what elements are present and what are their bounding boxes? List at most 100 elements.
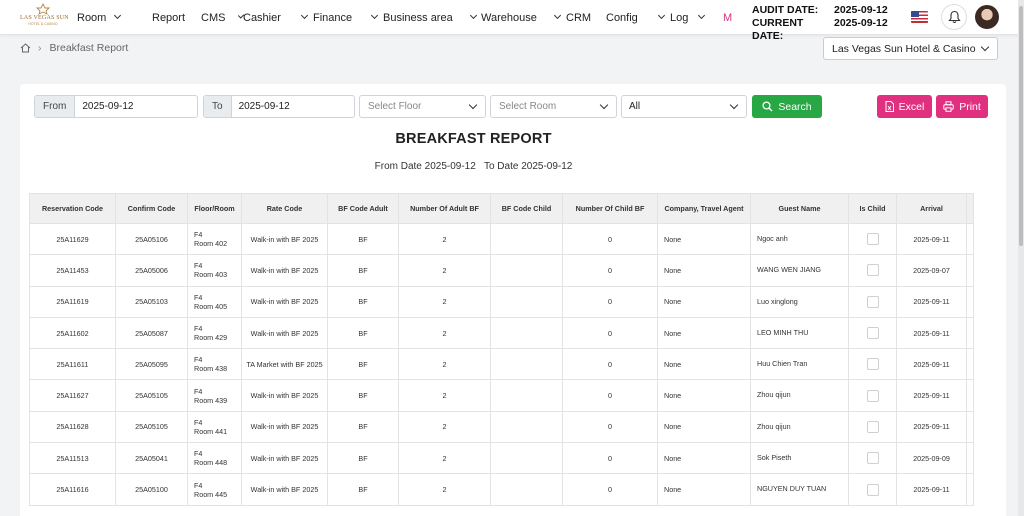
menu-cms-label: CMS	[201, 11, 226, 24]
from-date-value: 2025-09-12	[82, 101, 134, 112]
table-row[interactable]: 25A11629 25A05106 F4 Room 402 Walk-in with B…	[29, 222, 974, 256]
excel-button[interactable]: Excel	[877, 95, 932, 118]
table-body: 25A11629 25A05106 F4 Room 402 Walk-in with B…	[29, 222, 974, 506]
status-select[interactable]: All	[621, 95, 747, 118]
room-text: Room 402	[194, 239, 228, 249]
menu-cashier[interactable]: Cashier	[243, 12, 313, 24]
column-header[interactable]: BF Code Adult	[327, 193, 399, 224]
floor-room-cell: F4 Room 448	[187, 442, 242, 475]
reservation-code-cell: 25A11627	[29, 379, 116, 412]
printer-icon	[943, 101, 954, 112]
is-child-checkbox[interactable]	[866, 233, 879, 246]
column-header[interactable]: Reservation Code	[29, 193, 116, 224]
is-child-checkbox[interactable]	[866, 389, 879, 402]
num-child-bf-cell: 0	[562, 285, 658, 318]
company-cell: None	[657, 316, 751, 350]
menu-report[interactable]: Report	[152, 12, 186, 24]
to-date-field[interactable]: To 2025-09-12	[203, 95, 355, 118]
num-adult-bf-cell: 2	[398, 348, 491, 381]
menu-business-label: Business area	[383, 11, 453, 24]
file-excel-icon	[885, 101, 894, 112]
menu-config[interactable]: Config	[606, 12, 670, 24]
guest-name-cell: Luo xinglong	[750, 285, 849, 318]
row-spacer	[966, 222, 974, 256]
table-row[interactable]: 25A11602 25A05087 F4 Room 429 Walk-in with B…	[29, 316, 974, 350]
floor-room-cell: F4 Room 438	[187, 348, 242, 381]
is-child-checkbox[interactable]	[866, 420, 879, 433]
table-row[interactable]: 25A11627 25A05105 F4 Room 439 Walk-in with B…	[29, 379, 974, 412]
is-child-checkbox[interactable]	[866, 295, 879, 308]
column-header[interactable]: Floor/Room	[187, 193, 242, 224]
scrollbar-thumb[interactable]	[1019, 6, 1023, 246]
us-flag-icon[interactable]	[911, 11, 928, 23]
chevron-down-icon	[300, 11, 309, 20]
column-header[interactable]: Rate Code	[241, 193, 328, 224]
column-header[interactable]: Number Of Child BF	[562, 193, 658, 224]
hotel-select[interactable]: Las Vegas Sun Hotel & Casino	[823, 37, 998, 60]
floor-room-cell: F4 Room 405	[187, 285, 242, 318]
menu-log[interactable]: Log	[670, 12, 723, 24]
to-label: To	[204, 96, 232, 117]
column-header[interactable]: Confirm Code	[115, 193, 188, 224]
audit-date-label: AUDIT DATE:	[752, 4, 819, 16]
search-button[interactable]: Search	[752, 95, 822, 118]
confirm-code-cell: 25A05087	[115, 316, 188, 350]
company-cell: None	[657, 285, 751, 318]
table-row[interactable]: 25A11453 25A05006 F4 Room 403 Walk-in with B…	[29, 254, 974, 287]
is-child-cell	[848, 285, 897, 318]
table-row[interactable]: 25A11611 25A05095 F4 Room 438 TA Market with…	[29, 348, 974, 381]
menu-crm[interactable]: CRM	[566, 12, 606, 24]
table-row[interactable]: 25A11616 25A05100 F4 Room 445 Walk-in with B…	[29, 473, 974, 506]
is-child-checkbox[interactable]	[866, 452, 879, 465]
column-header[interactable]: Number Of Adult BF	[398, 193, 491, 224]
guest-name-cell: Zhou qijun	[750, 379, 849, 412]
notification-button[interactable]	[941, 4, 967, 30]
guest-name-cell: Zhou qijun	[750, 410, 849, 444]
menu-more[interactable]: M	[723, 12, 743, 24]
breakfast-table-container[interactable]: Reservation Code Confirm Code Floor/Room…	[29, 193, 989, 516]
menu-room[interactable]: Room	[77, 12, 152, 24]
company-cell: None	[657, 473, 751, 506]
column-header[interactable]: Company, Travel Agent	[657, 193, 751, 224]
is-child-checkbox[interactable]	[866, 327, 879, 340]
room-text: Room 441	[194, 426, 228, 436]
print-button[interactable]: Print	[936, 95, 988, 118]
guest-name-cell: Sok Piseth	[750, 442, 849, 475]
menu-cms[interactable]: CMS	[186, 11, 245, 24]
floor-text: F4	[194, 449, 203, 459]
chevron-down-icon	[370, 11, 379, 20]
column-header[interactable]: Guest Name	[750, 193, 849, 224]
current-date-value: 2025-09-12	[834, 17, 888, 29]
confirm-code-cell: 25A05095	[115, 348, 188, 381]
hotel-logo[interactable]: LAS VEGAS SUN HOTEL & CASINO	[20, 3, 69, 31]
is-child-cell	[848, 410, 897, 444]
guest-name-cell: WANG WEN JIANG	[750, 254, 849, 287]
arrival-cell: 2025-09-11	[896, 410, 967, 444]
user-avatar[interactable]	[975, 5, 999, 29]
logo-name: LAS VEGAS SUN	[20, 15, 69, 21]
floor-select[interactable]: Select Floor	[359, 95, 486, 118]
menu-warehouse-label: Warehouse	[481, 11, 537, 24]
table-row[interactable]: 25A11628 25A05105 F4 Room 441 Walk-in with B…	[29, 410, 974, 444]
rate-code-cell: Walk-in with BF 2025	[241, 316, 328, 350]
page-scrollbar[interactable]	[1018, 0, 1024, 516]
is-child-checkbox[interactable]	[866, 358, 879, 371]
home-icon[interactable]	[20, 43, 31, 53]
menu-business-area[interactable]: Business area	[383, 12, 481, 24]
table-row[interactable]: 25A11513 25A05041 F4 Room 448 Walk-in with B…	[29, 442, 974, 475]
is-child-checkbox[interactable]	[866, 264, 879, 277]
column-header[interactable]: Arrival	[896, 193, 967, 224]
rate-code-cell: Walk-in with BF 2025	[241, 379, 328, 412]
table-row[interactable]: 25A11619 25A05103 F4 Room 405 Walk-in with B…	[29, 285, 974, 318]
room-select[interactable]: Select Room	[490, 95, 617, 118]
menu-finance[interactable]: Finance	[313, 12, 383, 24]
column-header[interactable]: Is Child	[848, 193, 897, 224]
is-child-checkbox[interactable]	[866, 483, 879, 496]
column-header[interactable]: BF Code Child	[490, 193, 563, 224]
menu-more-label: M	[723, 11, 733, 24]
menu-warehouse[interactable]: Warehouse	[481, 12, 566, 24]
row-spacer	[966, 379, 974, 412]
excel-button-label: Excel	[898, 100, 925, 113]
from-date-field[interactable]: From 2025-09-12	[34, 95, 198, 118]
breadcrumb-separator-icon: ›	[38, 42, 42, 54]
